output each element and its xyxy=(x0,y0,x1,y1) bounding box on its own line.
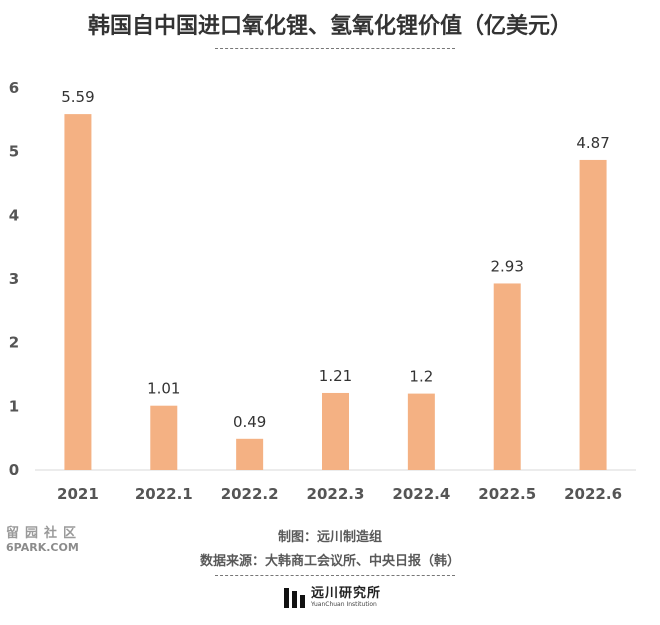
watermark: 留园社区 6PARK.COM xyxy=(6,527,82,555)
y-tick-label: 1 xyxy=(9,397,19,415)
y-tick-label: 5 xyxy=(9,143,19,161)
bar xyxy=(493,283,521,470)
bar xyxy=(150,405,178,470)
data-label: 5.59 xyxy=(61,88,94,106)
x-tick-label: 2022.5 xyxy=(478,485,536,503)
y-tick-label: 4 xyxy=(9,206,19,224)
watermark-en: 6PARK.COM xyxy=(6,541,79,554)
data-label: 2.93 xyxy=(491,257,524,275)
logo-mark-icon xyxy=(284,588,305,608)
watermark-cn: 留园社区 xyxy=(6,526,83,541)
x-tick-label: 2021 xyxy=(57,485,99,503)
x-tick-label: 2022.4 xyxy=(392,485,450,503)
x-tick-label: 2022.1 xyxy=(135,485,193,503)
data-label: 1.2 xyxy=(409,368,433,386)
bar xyxy=(64,114,92,470)
x-tick-label: 2022.2 xyxy=(221,485,279,503)
data-label: 4.87 xyxy=(576,134,609,152)
x-tick-label: 2022.6 xyxy=(564,485,622,503)
bar-chart: 0 1 2 3 4 5 6 5.59 2021 1.01 2022.1 0.49 2022.2 1.21 2… xyxy=(9,79,636,503)
y-tick-label: 6 xyxy=(9,79,19,97)
brand-logo: 远川研究所 YuanChuan Institution xyxy=(283,585,381,611)
footer-divider xyxy=(215,575,455,576)
logo-name-cn: 远川研究所 xyxy=(311,586,382,601)
x-tick-label: 2022.3 xyxy=(307,485,365,503)
title-divider xyxy=(215,48,455,49)
bar xyxy=(236,438,264,470)
bar xyxy=(407,393,435,470)
footer-source: 数据来源：大韩商工会议所、中央日报（韩） xyxy=(199,554,460,569)
data-label: 1.21 xyxy=(319,367,352,385)
y-tick-label: 2 xyxy=(9,334,19,352)
footer-credit: 制图：远川制造组 xyxy=(277,530,382,545)
y-tick-label: 3 xyxy=(9,270,19,288)
data-label: 0.49 xyxy=(233,413,266,431)
y-tick-label: 0 xyxy=(9,461,19,479)
data-label: 1.01 xyxy=(147,380,180,398)
chart-title: 韩国自中国进口氧化锂、氢氧化锂价值（亿美元） xyxy=(87,14,572,39)
bar xyxy=(322,392,349,470)
logo-name-en: YuanChuan Institution xyxy=(311,601,377,608)
bar xyxy=(579,159,607,470)
